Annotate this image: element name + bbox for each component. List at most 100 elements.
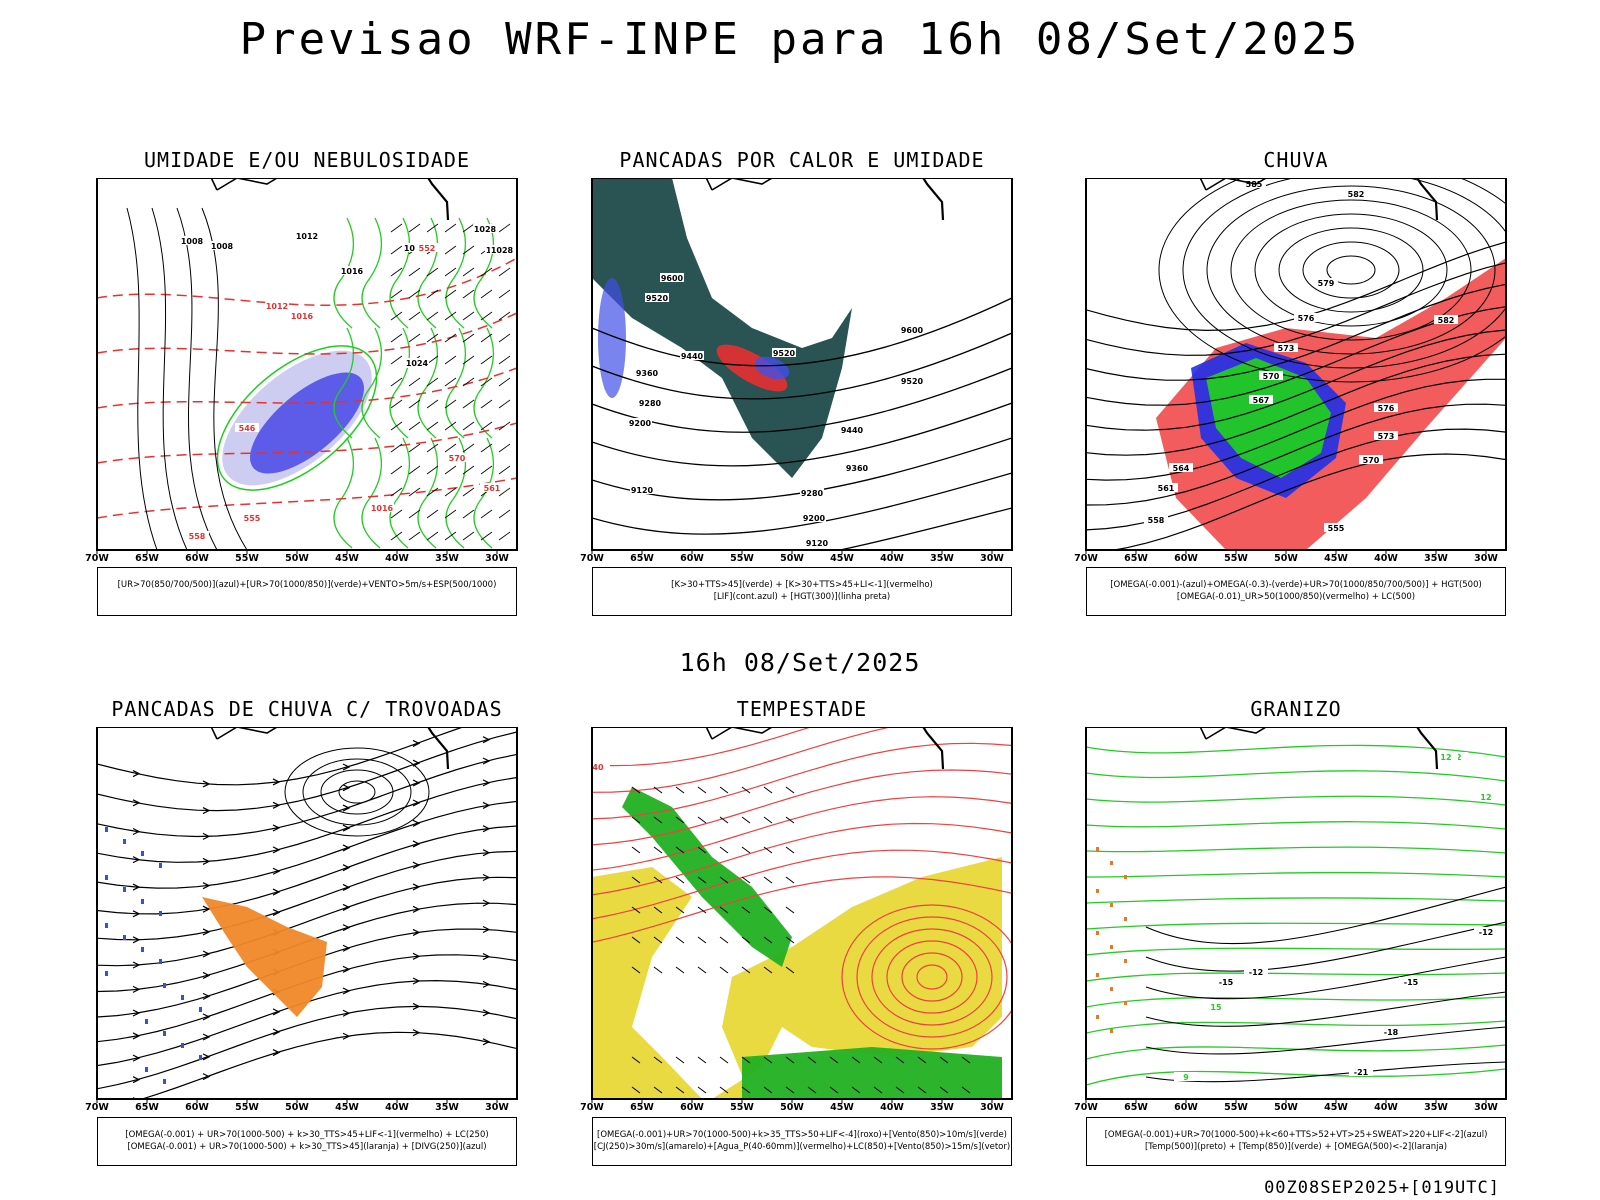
- lon-tick-label: 35W: [930, 553, 954, 564]
- map-frame: [1085, 727, 1507, 1100]
- wind-vector: [426, 443, 439, 453]
- streamline-arrow: [342, 903, 351, 911]
- streamline-arrow: [342, 965, 351, 973]
- contour-label: 9120: [806, 539, 829, 548]
- streamline-arrow: [482, 779, 491, 787]
- atlantic-coastline: [1415, 178, 1439, 221]
- divergence-marker: [105, 827, 108, 832]
- streamline-arrow: [342, 944, 351, 952]
- omega-orange-marker: [1110, 903, 1113, 907]
- streamline: [1086, 283, 1506, 381]
- wind-vector: [653, 876, 663, 884]
- contour-label: 576: [1298, 314, 1315, 323]
- atlantic-coastline: [1415, 727, 1439, 770]
- lon-tick-label: 40W: [1374, 1102, 1398, 1113]
- hgt300-contour: [592, 332, 1012, 400]
- wind-vector: [653, 1056, 663, 1064]
- wind-vector: [785, 906, 795, 914]
- wind-vector: [653, 786, 663, 794]
- contour-label: 561: [484, 484, 501, 493]
- streamline: [1086, 428, 1506, 531]
- contour-label: 9440: [841, 426, 864, 435]
- streamline-arrow: [412, 759, 421, 767]
- humidity-contour: [216, 345, 378, 491]
- wind-vector: [444, 531, 457, 541]
- wind-vector: [408, 509, 421, 519]
- contour-label: 582: [1438, 316, 1455, 325]
- lon-tick-label: 60W: [1174, 1102, 1198, 1113]
- wind-vector: [408, 223, 421, 233]
- wind-vector: [763, 876, 773, 884]
- wind-vector: [462, 399, 475, 409]
- streamline-arrow: [272, 778, 281, 786]
- temp850-contour: [1086, 1068, 1506, 1086]
- streamline-arrow: [342, 1009, 351, 1017]
- streamline: [1086, 241, 1506, 332]
- forecast-map: 1212-12-15-18-21-15-121512912S15S18S21S2…: [1074, 727, 1507, 1113]
- contour-label-bg: [1294, 313, 1318, 322]
- streamline-arrow: [342, 763, 351, 771]
- streamline-arrow: [202, 905, 211, 913]
- map-content: 40: [592, 727, 1012, 1099]
- legend-line: [Temp(500)](preto) + [Temp(850)](verde) …: [1144, 1142, 1448, 1152]
- streamline-arrow: [272, 888, 281, 896]
- lon-tick-label: 55W: [730, 553, 754, 564]
- wind-vector: [444, 465, 457, 475]
- forecast-map: 4012S15S18S21S24S27S30S33S36S39S42S70W65…: [580, 727, 1013, 1113]
- wind-vector: [741, 936, 751, 944]
- wind-vector: [675, 936, 685, 944]
- temp850-contour: [1086, 821, 1506, 830]
- wind-vector: [851, 1056, 861, 1064]
- lon-tick-label: 30W: [980, 1102, 1004, 1113]
- wind-vector: [719, 966, 729, 974]
- streamline-arrow: [272, 1049, 281, 1057]
- contour-label: 570: [1263, 372, 1280, 381]
- contour-label-bg: [240, 513, 264, 522]
- streamline-arrow: [412, 883, 421, 891]
- wind-vector: [631, 906, 641, 914]
- wind-vector: [785, 1086, 795, 1094]
- streamline-arrow: [412, 928, 421, 936]
- contour-label-bg: [1274, 343, 1298, 352]
- contour-label: 573: [1278, 344, 1295, 353]
- wind-vector: [390, 487, 403, 497]
- streamline: [97, 727, 465, 786]
- lon-tick-label: 70W: [85, 553, 109, 564]
- wind-vector: [444, 355, 457, 365]
- wind-vector: [653, 846, 663, 854]
- hgt300-contour: [592, 297, 1012, 367]
- wind-vector: [408, 289, 421, 299]
- contour-label-bg: [1244, 967, 1268, 976]
- pressure-contour: [151, 207, 188, 550]
- streamline-arrow: [132, 799, 141, 807]
- geography-layer: [597, 727, 945, 770]
- lon-tick-label: 70W: [85, 1102, 109, 1113]
- contour-label: -15: [1219, 978, 1234, 987]
- wind-vector: [763, 1086, 773, 1094]
- wind-vector: [697, 966, 707, 974]
- wind-vector: [807, 1056, 817, 1064]
- wind-vector: [390, 465, 403, 475]
- wind-vector: [498, 399, 511, 409]
- streamline: [1086, 329, 1506, 431]
- wind-vector: [675, 966, 685, 974]
- wind-vector: [426, 223, 439, 233]
- divergence-marker: [199, 1055, 202, 1060]
- streamline: [97, 776, 517, 863]
- wind-vector: [498, 289, 511, 299]
- contour-label-bg: [1259, 371, 1283, 380]
- divergence-marker: [163, 1079, 166, 1084]
- wind-vector: [653, 906, 663, 914]
- streamline: [97, 800, 517, 889]
- streamline-arrow: [202, 1013, 211, 1021]
- wind-vector: [462, 267, 475, 277]
- contour-label: 9360: [636, 369, 659, 378]
- omega-orange-marker: [1110, 1029, 1113, 1033]
- contour-label-bg: [180, 236, 204, 245]
- geography-layer: [102, 178, 450, 221]
- contour-label: 9120: [631, 486, 654, 495]
- hgt500-contour: [1278, 227, 1424, 313]
- streamline-arrow: [412, 819, 421, 827]
- wind-vector: [851, 1086, 861, 1094]
- temp850-contour: [1086, 972, 1506, 982]
